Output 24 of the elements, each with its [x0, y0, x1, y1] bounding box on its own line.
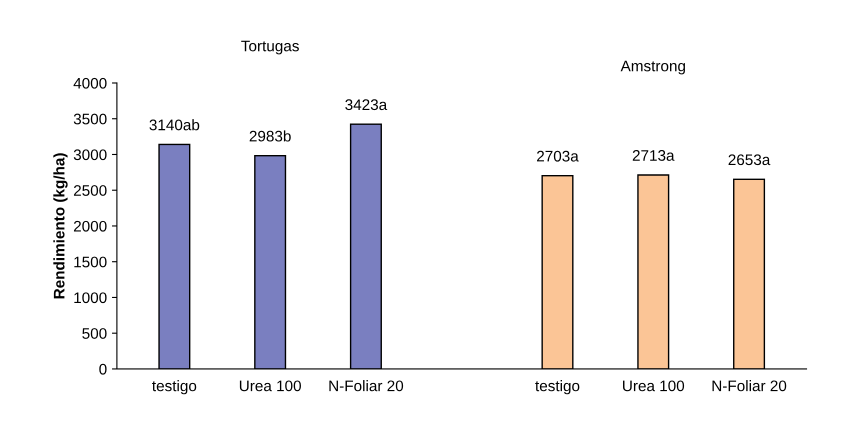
data-label: 2703a: [537, 150, 579, 162]
x-tick-label: testigo: [535, 380, 580, 394]
data-label: 2983b: [250, 130, 291, 142]
y-tick-label: 2500: [74, 185, 107, 196]
y-tick-label: 3500: [74, 114, 107, 124]
text: Tortugas: [241, 40, 299, 54]
y-tick-label: 500: [82, 328, 107, 339]
x-tick-label: N-Foliar 20: [329, 380, 404, 392]
text: Amstrong: [620, 60, 685, 74]
data-label: 3140ab: [149, 119, 200, 130]
y-tick-label: 0: [99, 364, 107, 375]
y-axis-title: Rendimiento (kg/ha): [53, 153, 68, 298]
y-tick-label: 1500: [74, 256, 107, 268]
x-tick-label: N-Foliar 20: [712, 380, 786, 392]
y-tick-label: 3000: [74, 149, 107, 160]
data-label: 3423a: [345, 99, 388, 110]
x-tick-label: Urea 100: [240, 380, 301, 392]
data-label: 2713a: [632, 150, 675, 161]
x-tick-label: Urea 100: [623, 380, 684, 392]
y-tick-label: 1000: [74, 292, 107, 304]
x-tick-label: testigo: [152, 380, 196, 394]
y-tick-label: 4000: [74, 78, 107, 89]
data-label: 2653a: [728, 154, 770, 166]
y-tick-label: 2000: [74, 220, 107, 232]
